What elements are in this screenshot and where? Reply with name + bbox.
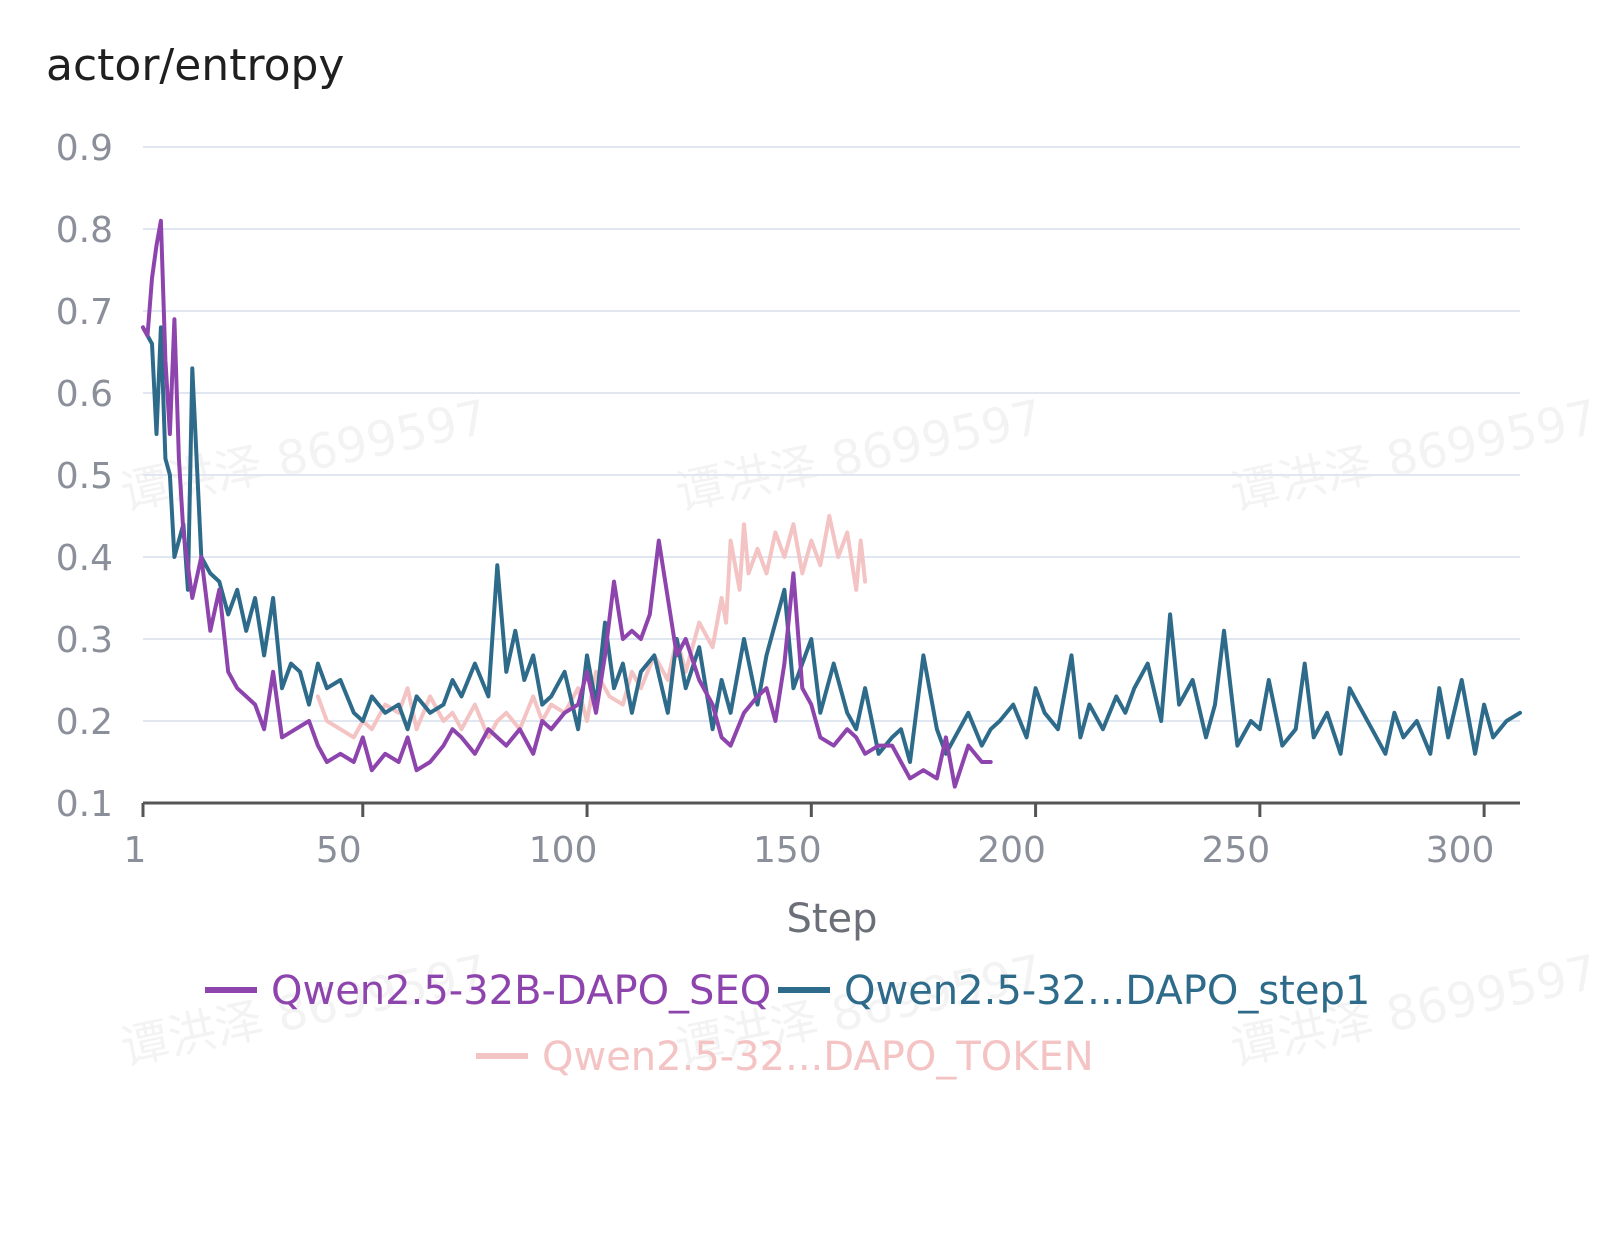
x-tick-label: 50 (316, 830, 362, 871)
x-tick-label: 300 (1426, 830, 1495, 871)
y-tick-label: 0.2 (56, 702, 113, 743)
legend-label: Qwen2.5-32...DAPO_step1 (844, 968, 1370, 1014)
legend-item-token[interactable]: Qwen2.5-32...DAPO_TOKEN (476, 1034, 1094, 1080)
series-lines (141, 218, 1522, 789)
grid-lines (143, 146, 1520, 722)
x-tick-label: 200 (977, 830, 1046, 871)
series-line-step1 (141, 325, 1522, 764)
y-tick-label: 0.9 (56, 128, 113, 169)
x-tick-label: 1 (124, 830, 147, 871)
y-tick-labels: 0.1 0.2 0.3 0.4 0.5 0.6 0.7 0.8 0.9 (56, 128, 113, 825)
x-tick-label: 100 (529, 830, 598, 871)
legend-label: Qwen2.5-32...DAPO_TOKEN (542, 1034, 1094, 1080)
chart-title: actor/entropy (46, 40, 344, 91)
y-tick-label: 0.6 (56, 374, 113, 415)
x-tick-label: 150 (753, 830, 822, 871)
x-axis-label: Step (786, 896, 877, 942)
y-tick-label: 0.7 (56, 292, 113, 333)
y-tick-label: 0.3 (56, 620, 113, 661)
x-tick-labels: 1 50 100 150 200 250 300 (124, 830, 1495, 871)
y-tick-label: 0.4 (56, 538, 113, 579)
legend-item-step1[interactable]: Qwen2.5-32...DAPO_step1 (778, 968, 1370, 1014)
x-tick-label: 250 (1201, 830, 1270, 871)
y-tick-label: 0.5 (56, 456, 113, 497)
watermark: 谭洪泽 8699597 (671, 389, 1048, 521)
legend[interactable]: Qwen2.5-32B-DAPO_SEQ Qwen2.5-32...DAPO_st… (205, 968, 1370, 1080)
watermark: 谭洪泽 8699597 (1226, 389, 1603, 521)
y-tick-label: 0.8 (56, 210, 113, 251)
y-tick-label: 0.1 (56, 784, 113, 825)
legend-label: Qwen2.5-32B-DAPO_SEQ (271, 968, 771, 1014)
x-axis (141, 801, 1520, 817)
series-line-seq (141, 218, 993, 789)
legend-item-seq[interactable]: Qwen2.5-32B-DAPO_SEQ (205, 968, 771, 1014)
